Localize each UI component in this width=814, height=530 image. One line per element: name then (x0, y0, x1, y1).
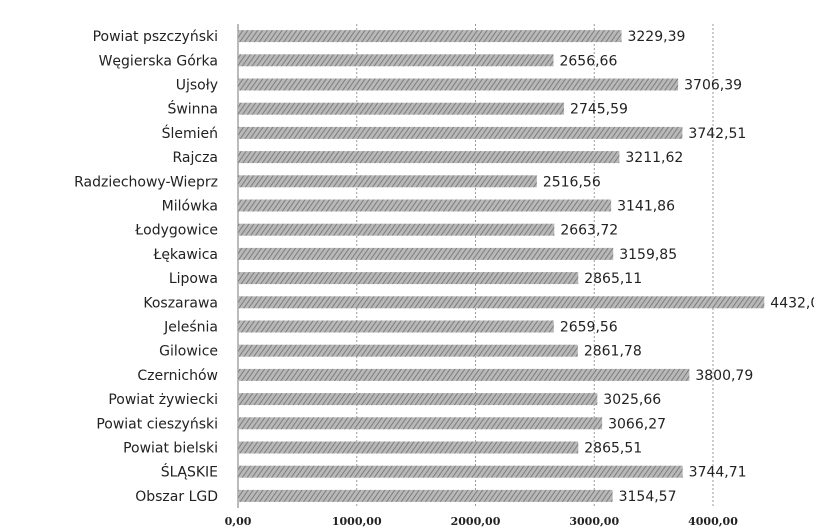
category-label: Węgierska Górka (99, 53, 218, 69)
category-label: Radziechowy-Wieprz (74, 174, 218, 190)
bar (238, 223, 555, 236)
data-label: 2745,59 (570, 102, 628, 118)
bar (238, 296, 765, 309)
data-label: 3066,27 (608, 416, 666, 432)
bars (238, 30, 765, 502)
data-label: 3159,85 (619, 247, 677, 263)
x-tick-label: 1000,00 (332, 515, 382, 528)
bar (238, 30, 622, 43)
data-label: 2865,11 (584, 271, 642, 287)
category-label: Ślemień (162, 124, 218, 142)
bar (238, 465, 683, 478)
category-label: Koszarawa (143, 295, 218, 311)
x-tick-label: 4000,00 (688, 515, 738, 528)
bar (238, 175, 537, 188)
x-tick-label: 3000,00 (569, 515, 619, 528)
category-label: Powiat pszczyński (93, 29, 218, 45)
data-label: 3800,79 (695, 368, 753, 384)
category-label: Powiat cieszyński (96, 416, 218, 432)
bar (238, 199, 612, 212)
category-label: Obszar LGD (135, 489, 218, 505)
category-label: Świnna (167, 100, 218, 118)
labels: 0,00 1000,00 2000,00 3000,00 4000,00 Powiat p… (74, 29, 814, 528)
category-label: Łodygowice (134, 223, 218, 239)
data-label: 2865,51 (584, 441, 642, 457)
category-label: Łękawica (152, 247, 218, 263)
bar (238, 441, 579, 454)
data-label: 2861,78 (584, 344, 642, 360)
data-label: 3706,39 (684, 78, 742, 94)
data-label: 3211,62 (625, 150, 683, 166)
bar (238, 417, 603, 430)
bar (238, 320, 554, 333)
data-label: 3744,71 (689, 465, 747, 481)
category-label: ŚLĄSKIE (161, 463, 218, 481)
category-label: Powiat bielski (123, 441, 218, 457)
data-label: 3229,39 (627, 29, 685, 45)
category-label: Rajcza (172, 150, 218, 166)
data-label: 3154,57 (619, 489, 677, 505)
bar (238, 489, 613, 502)
data-label: 2516,56 (543, 174, 601, 190)
x-tick-label: 2000,00 (451, 515, 501, 528)
x-tick-label: 0,00 (225, 515, 252, 528)
gridlines (237, 24, 714, 508)
bar (238, 78, 679, 91)
data-label: 3742,51 (688, 126, 746, 142)
category-label: Jeleśnia (163, 320, 218, 336)
bar (238, 126, 683, 139)
data-label: 2656,66 (559, 53, 617, 69)
category-label: Lipowa (169, 271, 218, 287)
data-label: 2663,72 (560, 223, 618, 239)
bar (238, 393, 598, 406)
category-label: Gilowice (159, 344, 218, 360)
category-label: Milówka (162, 199, 218, 215)
bar (238, 247, 614, 260)
data-label: 3025,66 (603, 392, 661, 408)
category-label: Powiat żywiecki (108, 392, 218, 408)
category-label: Ujsoły (176, 78, 218, 94)
bar (238, 54, 554, 67)
bar (238, 272, 579, 285)
bar (238, 344, 578, 357)
bar (238, 102, 565, 115)
category-label: Czernichów (137, 368, 218, 384)
bar (238, 151, 620, 164)
data-label: 2659,56 (560, 320, 618, 336)
data-label: 3141,86 (617, 199, 675, 215)
data-label: 4432,01 (770, 295, 814, 311)
bar (238, 368, 690, 381)
